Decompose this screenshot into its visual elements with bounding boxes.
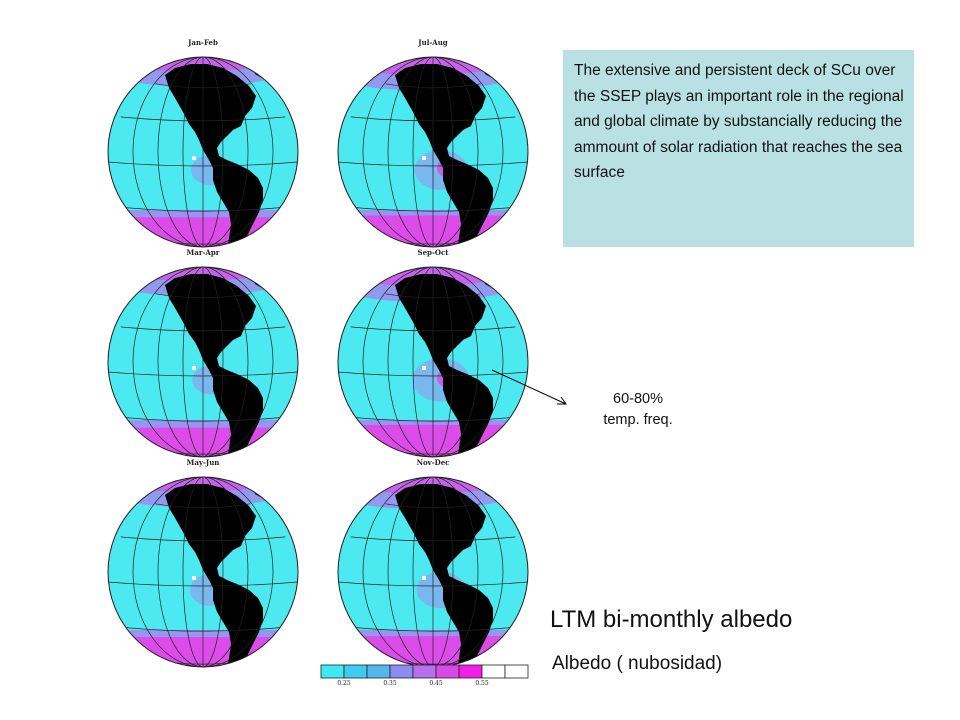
colorbar-swatch [320, 664, 345, 679]
globe-panel-3: Sep-Oct [333, 248, 533, 460]
info-text: The extensive and persistent deck of SCu… [574, 62, 904, 181]
globe-panel-label: Sep-Oct [417, 248, 449, 257]
globe-panel-label: Mar-Apr [186, 248, 220, 257]
colorbar-tick-label: 0.55 [475, 680, 489, 686]
subtitle: Albedo ( nubosidad) [552, 653, 723, 674]
globe-panel-label: Jan-Feb [188, 38, 218, 47]
colorbar-swatch [458, 664, 483, 679]
globe-map [107, 56, 299, 248]
annotation-arrow [491, 369, 567, 405]
colorbar-tick-label: 0.35 [383, 680, 397, 686]
globe-panel-label: May-Jun [186, 458, 220, 467]
annotation-line-2: temp. freq. [603, 412, 673, 428]
info-text-box: The extensive and persistent deck of SCu… [563, 50, 914, 247]
colorbar-swatch [366, 664, 391, 679]
colorbar-swatch [343, 664, 368, 679]
globe-map [107, 266, 299, 458]
colorbar-tick-label: 0.25 [337, 680, 351, 686]
colorbar-tick-label: 0.45 [429, 680, 443, 686]
globe-panel-1: Jul-Aug [333, 38, 533, 250]
globe-panel-0: Jan-Feb [103, 38, 303, 250]
colorbar-swatch [481, 664, 506, 679]
globe-panel-4: May-Jun [103, 458, 303, 670]
globe-panel-5: Nov-Dec [333, 458, 533, 670]
colorbar-legend: 0.25 0.35 0.45 0.55 [320, 664, 529, 686]
title: LTM bi-monthly albedo [550, 606, 793, 633]
globe-panel-label: Nov-Dec [416, 458, 450, 467]
globe-map [337, 56, 529, 248]
globe-panel-label: Jul-Aug [418, 38, 448, 47]
globe-panel-2: Mar-Apr [103, 248, 303, 460]
annotation-line-1: 60-80% [613, 391, 663, 407]
colorbar-swatch [504, 664, 529, 679]
globe-map [107, 476, 299, 668]
colorbar-swatch [412, 664, 437, 679]
globe-map [337, 266, 529, 458]
colorbar-swatch [435, 664, 460, 679]
colorbar-swatch [389, 664, 414, 679]
globe-map [337, 476, 529, 668]
annotation-label: 60-80% temp. freq. [572, 389, 704, 431]
